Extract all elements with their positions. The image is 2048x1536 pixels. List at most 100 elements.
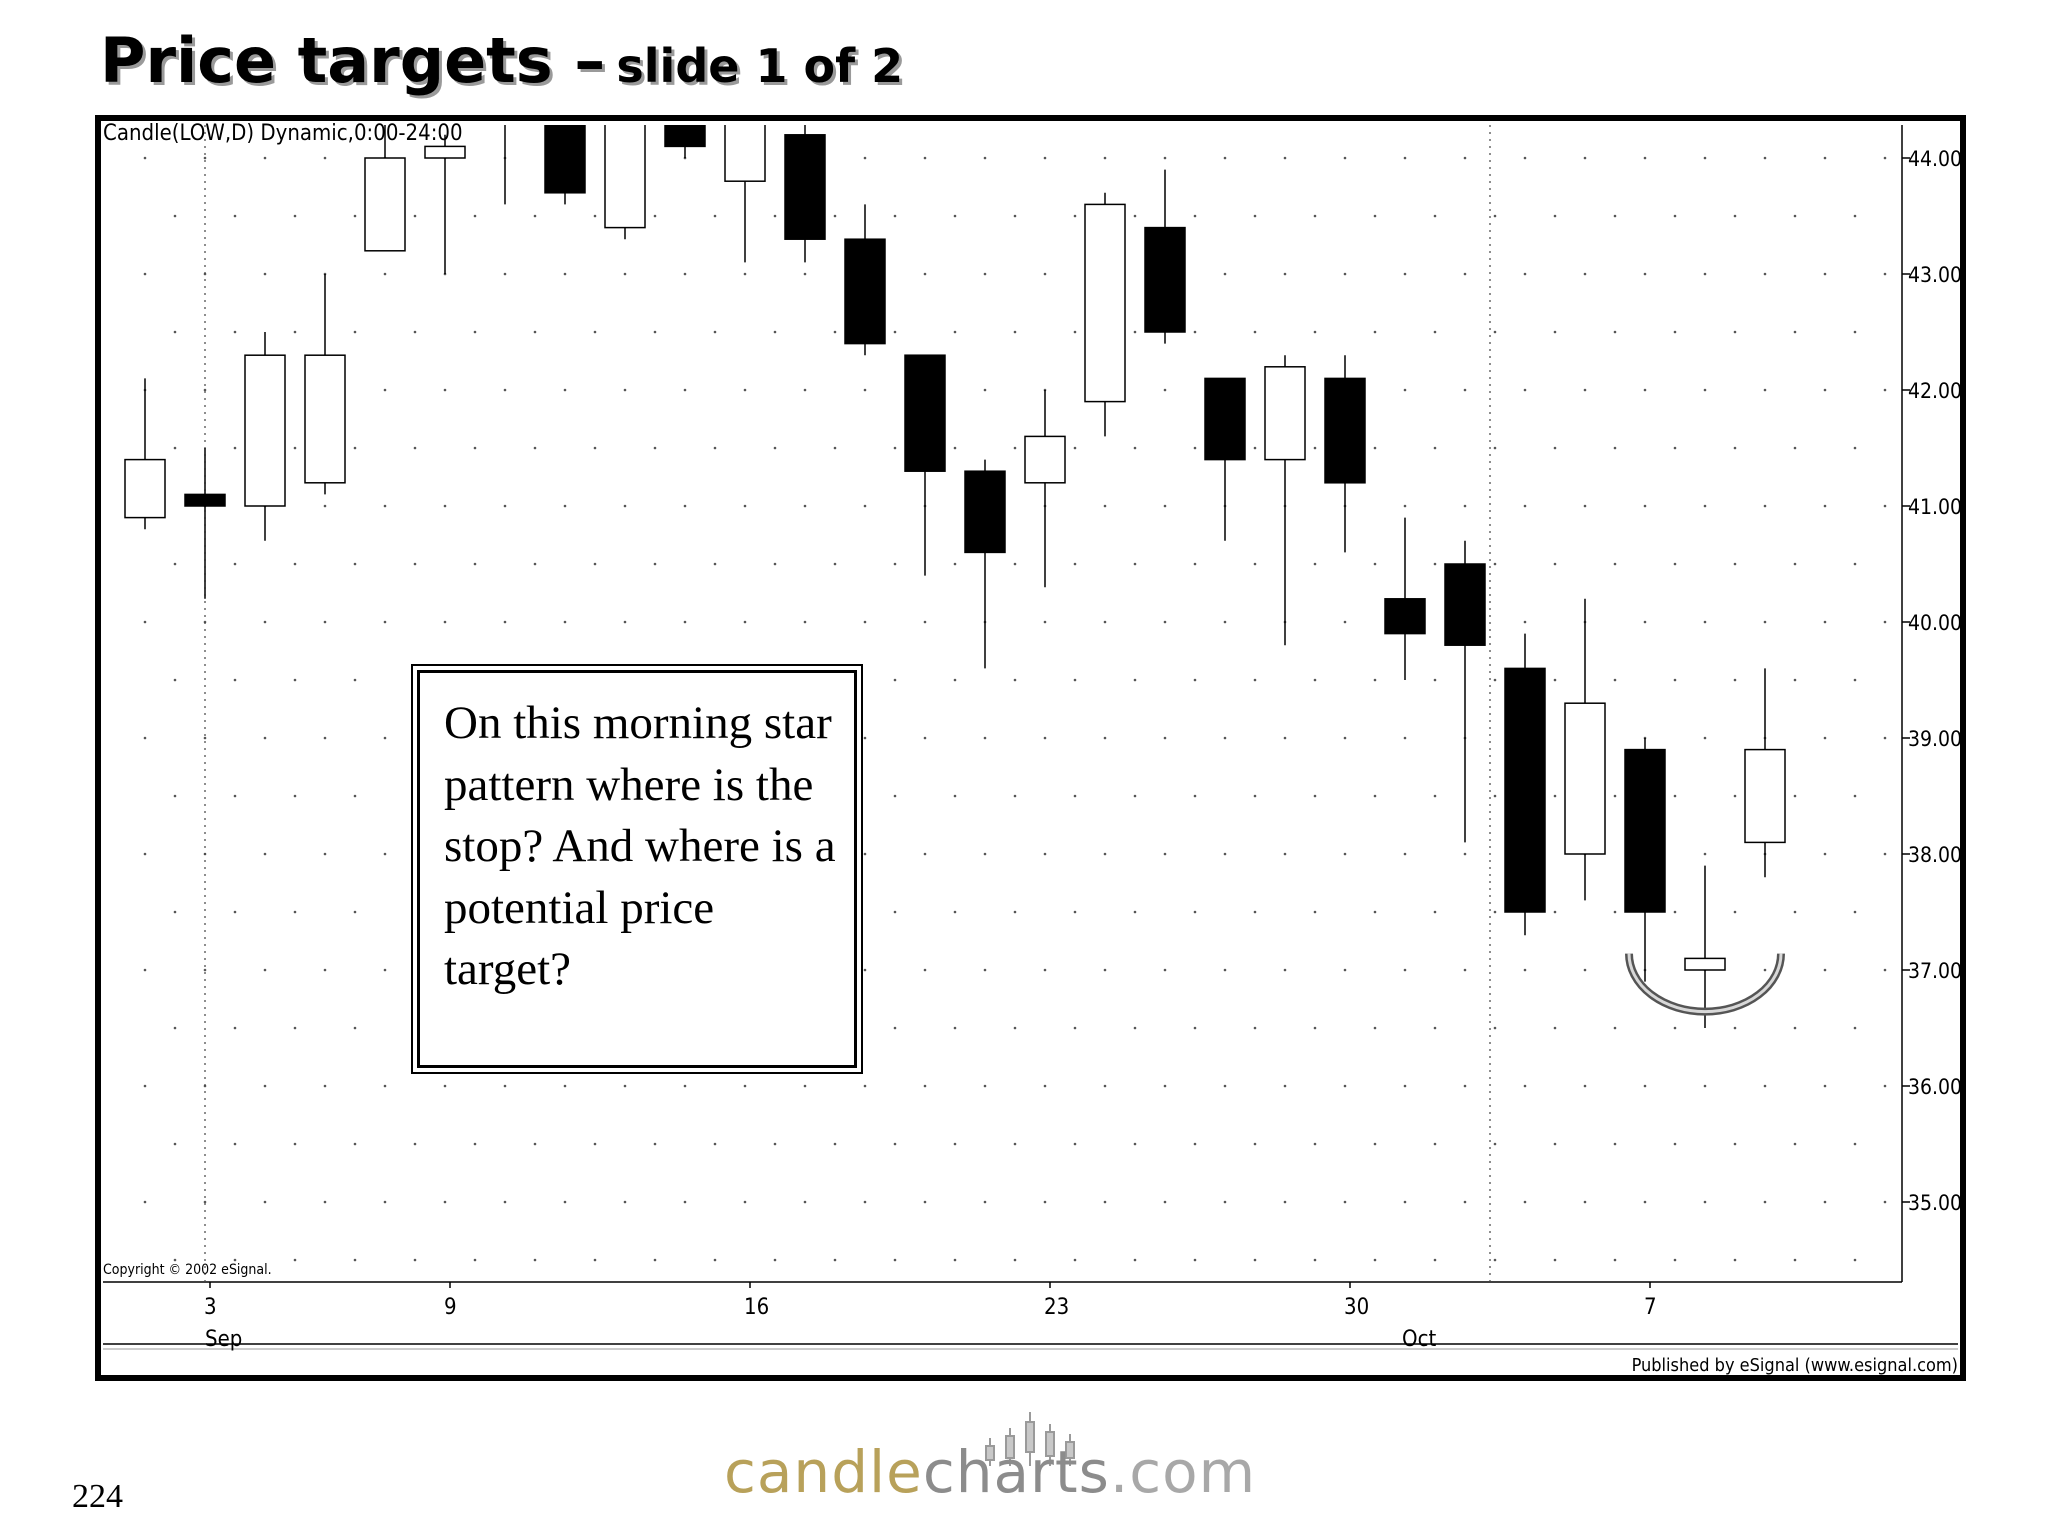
- candle-body-black: [964, 470, 1006, 554]
- grid-dot: [293, 1142, 297, 1146]
- slide-subtitle: slide 1 of 2: [616, 39, 904, 93]
- candle: [844, 204, 886, 356]
- grid-dot: [353, 1026, 357, 1030]
- grid-dot: [1373, 1026, 1377, 1030]
- grid-dot: [1463, 968, 1467, 972]
- grid-dot: [923, 272, 927, 276]
- grid-dot: [503, 620, 507, 624]
- grid-dot: [713, 1258, 717, 1262]
- grid-dot: [1343, 272, 1347, 276]
- grid-dot: [473, 562, 477, 566]
- grid-dot: [1823, 272, 1827, 276]
- grid-dot: [653, 214, 657, 218]
- grid-dot: [1883, 156, 1887, 160]
- grid-dot: [1793, 678, 1797, 682]
- grid-dot: [773, 214, 777, 218]
- grid-dot: [1103, 504, 1107, 508]
- grid-dot: [143, 852, 147, 856]
- grid-dot: [923, 1084, 927, 1088]
- grid-dot: [1733, 214, 1737, 218]
- grid-dot: [833, 330, 837, 334]
- y-tick-label: 36.00: [1908, 1075, 1962, 1099]
- candle-series: [124, 125, 1786, 1028]
- grid-dot: [1763, 968, 1767, 972]
- grid-dot: [1703, 1084, 1707, 1088]
- grid-dot: [1103, 156, 1107, 160]
- grid-dot: [743, 504, 747, 508]
- candle: [124, 378, 166, 530]
- grid-dot: [263, 620, 267, 624]
- grid-dot: [743, 272, 747, 276]
- candle-body-black: [844, 238, 886, 345]
- grid-dot: [1373, 562, 1377, 566]
- grid-dot: [1673, 330, 1677, 334]
- grid-dot: [1553, 1026, 1557, 1030]
- grid-dot: [1073, 214, 1077, 218]
- grid-dot: [1133, 794, 1137, 798]
- grid-dot: [1283, 736, 1287, 740]
- y-tick-label: 37.00: [1908, 959, 1962, 983]
- grid-dot: [1463, 156, 1467, 160]
- chart-publisher: Published by eSignal (www.esignal.com): [1632, 1355, 1958, 1376]
- grid-dot: [1193, 1026, 1197, 1030]
- grid-dot: [1253, 1142, 1257, 1146]
- grid-dot: [1133, 910, 1137, 914]
- grid-dot: [1433, 678, 1437, 682]
- grid-dot: [1133, 678, 1137, 682]
- grid-dot: [743, 620, 747, 624]
- grid-dot: [1763, 1084, 1767, 1088]
- grid-dot: [1823, 736, 1827, 740]
- grid-dot: [383, 1084, 387, 1088]
- grid-dot: [1253, 910, 1257, 914]
- chart-frame: [95, 115, 1966, 1381]
- candle: [1264, 355, 1306, 646]
- candle: [1504, 633, 1546, 936]
- x-tick-label: 30: [1344, 1295, 1369, 1320]
- grid-dot: [683, 1084, 687, 1088]
- grid-dot: [863, 736, 867, 740]
- grid-dot: [923, 736, 927, 740]
- grid-dot: [923, 968, 927, 972]
- grid-dot: [1133, 446, 1137, 450]
- grid-dot: [1193, 1142, 1197, 1146]
- grid-dot: [1133, 214, 1137, 218]
- grid-dot: [713, 446, 717, 450]
- grid-dot: [1523, 388, 1527, 392]
- grid-dot: [323, 1084, 327, 1088]
- grid-dot: [443, 1084, 447, 1088]
- grid-dot: [443, 620, 447, 624]
- grid-dot: [413, 446, 417, 450]
- grid-dot: [1163, 1084, 1167, 1088]
- grid-dot: [1883, 272, 1887, 276]
- callout-inner-border: On this morning star pattern where is th…: [417, 670, 857, 1068]
- grid-dot: [1433, 214, 1437, 218]
- logo-text-charts: charts: [922, 1438, 1110, 1506]
- grid-dot: [1763, 620, 1767, 624]
- grid-dot: [1013, 1258, 1017, 1262]
- grid-dot: [323, 156, 327, 160]
- grid-dot: [653, 1142, 657, 1146]
- grid-dot: [1073, 1258, 1077, 1262]
- grid-dot: [1793, 794, 1797, 798]
- candle-body-black: [1384, 598, 1426, 635]
- candle-body-white: [604, 125, 646, 229]
- candle: [1744, 668, 1786, 878]
- grid-dot: [1013, 678, 1017, 682]
- grid-dot: [1043, 736, 1047, 740]
- grid-dot: [1523, 504, 1527, 508]
- grid-dot: [383, 1200, 387, 1204]
- grid-dot: [1313, 562, 1317, 566]
- grid-dot: [263, 156, 267, 160]
- grid-dot: [233, 1258, 237, 1262]
- grid-dot: [233, 678, 237, 682]
- grid-dot: [1553, 446, 1557, 450]
- y-tick-label: 39.00: [1908, 727, 1962, 751]
- candle: [184, 448, 226, 599]
- candle-body-white: [1024, 435, 1066, 484]
- grid-dot: [1733, 562, 1737, 566]
- grid-dot: [503, 1084, 507, 1088]
- grid-dot: [413, 562, 417, 566]
- grid-dot: [773, 1258, 777, 1262]
- candle: [604, 125, 646, 240]
- grid-dot: [233, 562, 237, 566]
